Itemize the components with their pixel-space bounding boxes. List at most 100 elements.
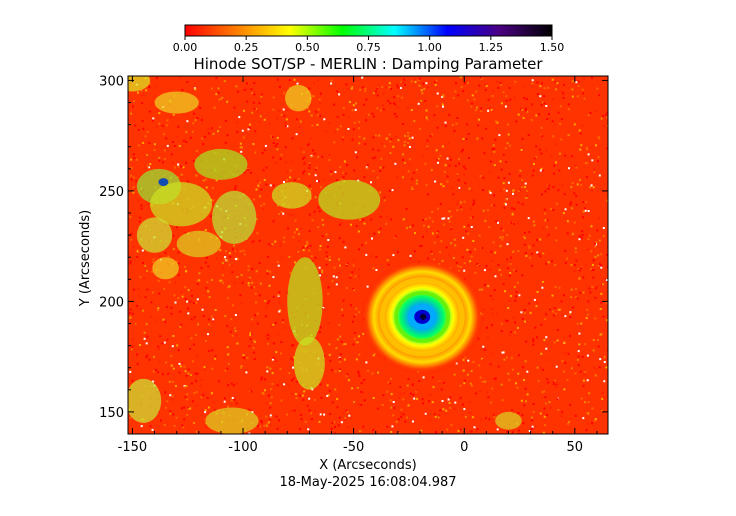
pixel (599, 358, 602, 361)
pixel (354, 151, 357, 154)
pixel (383, 199, 386, 202)
pixel (563, 370, 566, 373)
pixel (308, 249, 311, 252)
pixel (308, 110, 311, 113)
pixel (590, 146, 593, 149)
pixel (434, 415, 437, 418)
pixel (552, 380, 555, 383)
pixel (494, 251, 497, 254)
pixel (417, 79, 420, 82)
pixel (485, 391, 488, 394)
pixel (318, 271, 321, 274)
pixel (242, 136, 245, 139)
pixel (389, 382, 392, 385)
pixel (317, 155, 320, 158)
pixel (490, 250, 493, 253)
pixel (308, 87, 311, 90)
pixel (530, 119, 533, 121)
pixel (234, 329, 237, 332)
pixel (248, 123, 251, 126)
pixel (420, 99, 423, 102)
pixel (318, 272, 321, 275)
pixel (346, 373, 349, 376)
pixel (234, 185, 237, 188)
pixel (522, 379, 525, 381)
pixel (382, 108, 385, 111)
pixel (134, 322, 137, 325)
pixel (509, 299, 511, 302)
pixel (280, 113, 283, 116)
pixel (338, 258, 340, 261)
pixel (304, 420, 307, 423)
pixel (553, 164, 556, 167)
pixel (509, 221, 512, 224)
pixel (410, 109, 413, 111)
pixel (553, 314, 556, 317)
pixel (145, 323, 148, 326)
pixel (156, 309, 159, 312)
pixel (292, 344, 295, 347)
pixel (571, 88, 574, 91)
pixel (385, 137, 388, 140)
pixel (185, 141, 188, 143)
pixel (191, 130, 194, 133)
pixel (251, 341, 254, 344)
pixel (221, 262, 224, 264)
pixel (474, 392, 477, 395)
pixel (551, 98, 554, 101)
pixel (478, 364, 481, 367)
pixel (278, 291, 281, 293)
pixel (456, 173, 459, 175)
pixel (516, 386, 519, 389)
pixel (512, 316, 515, 319)
pixel (531, 103, 534, 106)
pixel (567, 108, 570, 111)
pixel (366, 167, 369, 170)
pixel (372, 136, 375, 139)
pixel (408, 158, 411, 161)
pixel (189, 407, 192, 410)
pixel (146, 288, 149, 291)
pixel (490, 204, 493, 207)
pixel (566, 257, 568, 260)
pixel (570, 288, 573, 291)
pixel (355, 341, 358, 344)
pixel (448, 253, 451, 256)
pixel (393, 113, 396, 115)
pixel (343, 358, 346, 361)
pixel (459, 265, 462, 268)
pixel (587, 401, 590, 404)
pixel (358, 275, 360, 278)
pixel (283, 383, 286, 386)
pixel (352, 259, 355, 262)
pixel (583, 373, 585, 376)
pixel (336, 90, 339, 93)
pixel (526, 110, 529, 113)
pixel (482, 176, 485, 179)
pixel (169, 412, 172, 415)
pixel (327, 322, 330, 325)
pixel (564, 249, 567, 252)
pixel (424, 99, 427, 102)
pixel (376, 94, 379, 97)
pixel (389, 152, 392, 155)
pixel (303, 390, 306, 393)
pixel (593, 171, 596, 174)
pixel (314, 174, 317, 177)
pixel (145, 356, 148, 359)
pixel (280, 341, 283, 344)
pixel (187, 289, 190, 292)
pixel (170, 364, 173, 367)
pixel (441, 103, 444, 106)
pixel (308, 167, 311, 169)
y-tick-label: 200 (99, 295, 124, 310)
pixel (276, 78, 279, 81)
pixel (567, 134, 570, 137)
pixel (280, 153, 283, 156)
pixel (236, 342, 239, 345)
pixel (590, 189, 593, 192)
pixel (194, 119, 197, 122)
pixel (272, 356, 275, 359)
pixel (306, 106, 309, 109)
pixel (395, 115, 398, 118)
